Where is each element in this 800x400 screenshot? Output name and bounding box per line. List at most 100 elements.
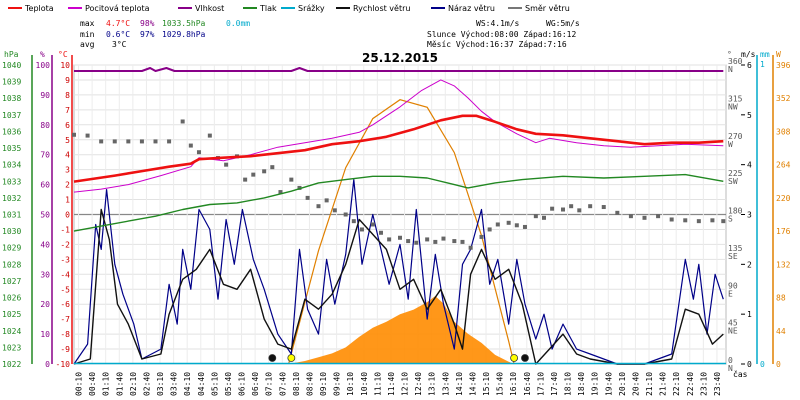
wind-dir-point	[343, 212, 348, 217]
solar-tick-label: 264	[776, 161, 791, 170]
info-moon: Měsíc Východ:16:37 Západ:7:16	[427, 40, 567, 49]
humidity-tick-label: 80	[40, 121, 50, 130]
wind-dir-point	[262, 169, 267, 174]
solar-tick-label: 220	[776, 194, 791, 203]
wind-dir-tick-label: 135	[728, 244, 743, 253]
wind-dir-point	[270, 165, 275, 170]
solar-tick-label: 176	[776, 227, 791, 236]
time-tick-label: 03:40	[170, 372, 179, 396]
temp-tick-label: 4	[65, 151, 70, 160]
wind-dir-tick-label: 90	[728, 281, 738, 290]
humidity-tick-label: 0	[45, 360, 50, 369]
time-tick-label: 18:10	[564, 372, 573, 396]
pressure-tick-label: 1030	[2, 227, 21, 236]
time-tick-label: 17:10	[536, 372, 545, 396]
wind-dir-point	[207, 133, 212, 138]
time-tick-label: 09:10	[319, 372, 328, 396]
time-tick-label: 07:10	[265, 372, 274, 396]
temp-tick-label: -6	[60, 300, 70, 309]
wind-dir-point	[305, 195, 310, 200]
wind-dir-point	[188, 143, 193, 148]
humidity-tick-label: 50	[40, 211, 50, 220]
wind-dir-point	[460, 239, 465, 244]
humidity-line	[74, 67, 724, 72]
sun-moon-markers	[268, 354, 529, 362]
temp-tick-label: 5	[65, 136, 70, 145]
solar-tick-label: 88	[776, 294, 786, 303]
unit-mm: mm	[760, 50, 770, 59]
pressure-tick-label: 1038	[2, 94, 21, 103]
wind-dir-point	[696, 219, 701, 224]
pressure-tick-label: 1028	[2, 260, 21, 269]
unit-hpa: hPa	[4, 50, 19, 59]
pressure-tick-label: 1033	[2, 177, 21, 186]
wind-dir-point	[278, 190, 283, 195]
solar-tick-label: 352	[776, 94, 791, 103]
legend-label-temperature: Teplota	[24, 4, 54, 13]
wind-dir-compass-label: W	[728, 140, 733, 149]
time-tick-label: 11:40	[387, 372, 396, 396]
wind-dir-point	[425, 237, 430, 242]
time-tick-label: 10:10	[346, 372, 355, 396]
pressure-tick-label: 1029	[2, 244, 21, 253]
unit-w: W	[776, 50, 781, 59]
wind-dir-point	[316, 204, 321, 209]
wind-dir-point	[479, 234, 484, 239]
temp-tick-label: 3	[65, 166, 70, 175]
unit-deg: °	[727, 50, 732, 59]
info-wg: WG:5m/s	[546, 19, 580, 28]
pressure-line	[73, 173, 724, 232]
humidity-tick-label: 40	[40, 240, 50, 249]
wind-dir-point	[601, 205, 606, 210]
humidity-tick-label: 60	[40, 181, 50, 190]
time-tick-label: 09:40	[333, 372, 342, 396]
rain-tick-label: 0	[760, 360, 765, 369]
chart-title: 25.12.2015	[362, 51, 438, 65]
unit-ms: m/s	[741, 50, 756, 59]
legend-label-feels-like: Pocitová teplota	[85, 4, 150, 13]
time-tick-label: 00:40	[88, 372, 97, 396]
pressure-tick-label: 1024	[2, 327, 21, 336]
legend-label-rain: Srážky	[298, 4, 325, 13]
wind-dir-point	[441, 236, 446, 241]
wind-dir-point	[224, 162, 229, 167]
time-tick-label: 01:40	[115, 372, 124, 396]
time-tick-label: 19:40	[604, 372, 613, 396]
humidity-tick-label: 30	[40, 270, 50, 279]
time-tick-label: 06:40	[251, 372, 260, 396]
wind-dir-point	[656, 214, 661, 219]
pressure-tick-label: 1032	[2, 194, 21, 203]
pressure-tick-label: 1036	[2, 127, 21, 136]
legend: Teplota Pocitová teplota Vlhkost Tlak Sr…	[8, 4, 570, 13]
wind-dir-point	[495, 222, 500, 227]
time-tick-label: 16:40	[523, 372, 532, 396]
info-block: WS:4.1m/s WG:5m/s Slunce Východ:08:00 Zá…	[427, 19, 580, 49]
temp-tick-label: -5	[60, 285, 70, 294]
temp-tick-label: -3	[60, 255, 70, 264]
time-tick-label: 08:40	[305, 372, 314, 396]
wind-dir-tick-label: 180	[728, 207, 743, 216]
stats-max-hum: 98%	[140, 19, 155, 28]
tick-labels: 109876543210-1-2-3-4-5-6-7-8-9-101040103…	[2, 57, 791, 396]
wind-dir-point	[588, 204, 593, 209]
sunset-marker	[510, 354, 518, 362]
pressure-tick-label: 1023	[2, 343, 21, 352]
temp-tick-label: 10	[60, 61, 70, 70]
wind-tick-label: 4	[747, 161, 752, 170]
time-tick-label: 07:40	[278, 372, 287, 396]
wind-dir-tick-label: 225	[728, 169, 743, 178]
time-tick-label: 18:40	[577, 372, 586, 396]
time-tick-label: 10:40	[360, 372, 369, 396]
wind-dir-point	[642, 215, 647, 220]
moonset-marker	[268, 354, 277, 362]
time-tick-label: 08:10	[292, 372, 301, 396]
temp-tick-label: 6	[65, 121, 70, 130]
wind-dir-point	[243, 177, 248, 182]
time-tick-label: 14:40	[468, 372, 477, 396]
wind-dir-point	[126, 139, 131, 144]
wind-dir-point	[387, 237, 392, 242]
wind-dir-point	[615, 210, 620, 215]
solar-tick-label: 396	[776, 61, 791, 70]
wind-tick-label: 0	[747, 360, 752, 369]
stats-avg-label: avg	[80, 40, 95, 49]
